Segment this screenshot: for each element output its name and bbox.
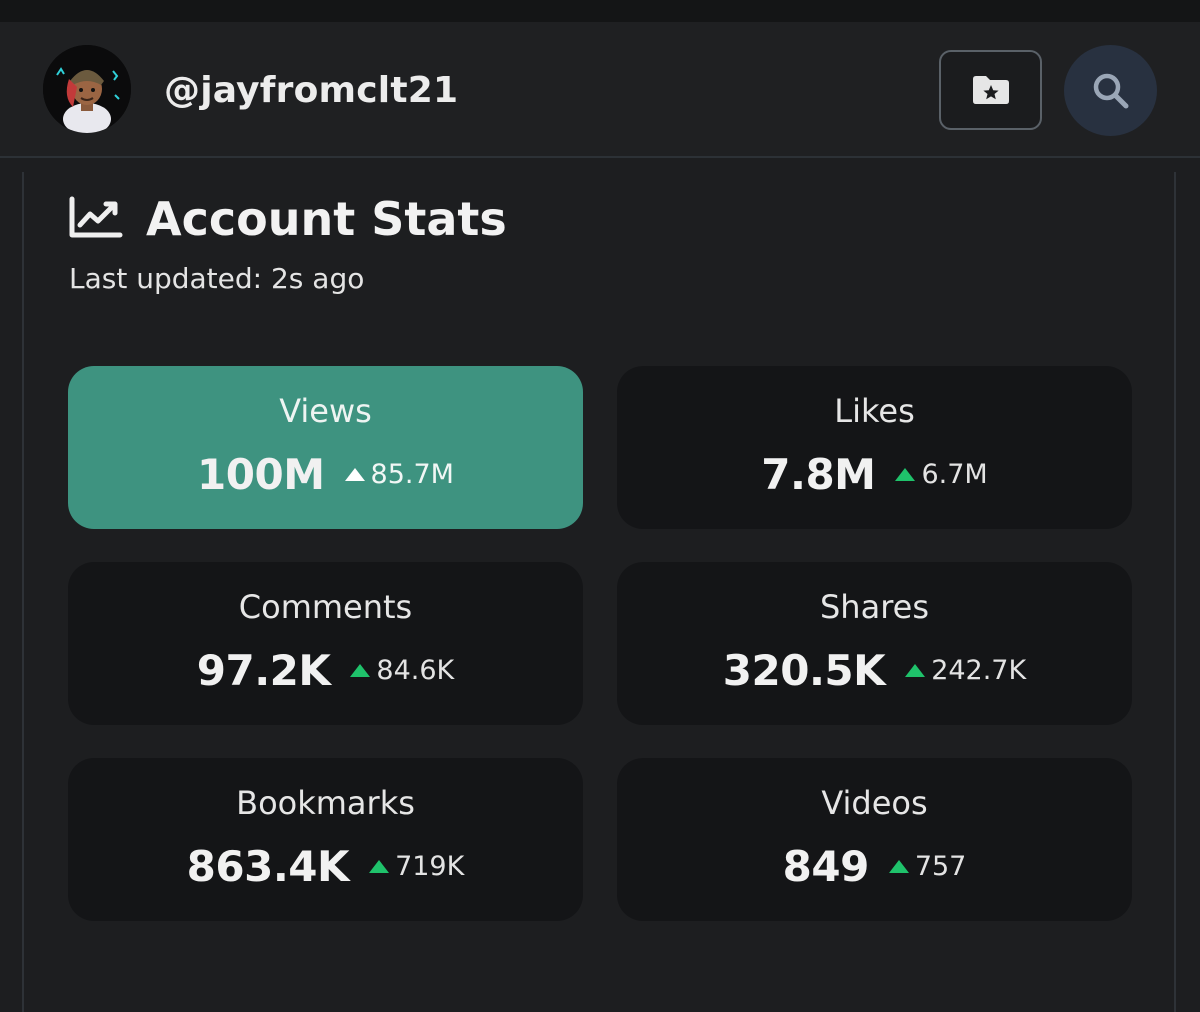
stat-label: Likes [834, 392, 915, 430]
trend-up-icon [350, 663, 371, 677]
stat-delta: 85.7M [370, 458, 454, 490]
folder-star-icon [972, 76, 1009, 104]
trend-up-icon [905, 663, 926, 677]
stat-label: Bookmarks [236, 784, 415, 822]
page-title: Account Stats [146, 192, 507, 246]
stat-delta: 84.6K [376, 654, 455, 686]
stat-label: Videos [821, 784, 928, 822]
stat-value: 7.8M [761, 449, 876, 499]
username: @jayfromclt21 [164, 70, 459, 111]
search-icon [1093, 73, 1128, 108]
stat-label: Comments [238, 588, 413, 626]
stat-delta: 719K [395, 850, 465, 882]
last-updated-text: Last updated: 2s ago [69, 262, 365, 295]
stat-label: Shares [819, 588, 929, 626]
stat-label: Views [279, 392, 372, 430]
trend-up-icon [888, 859, 909, 873]
avatar[interactable] [43, 45, 131, 133]
avatar-image [43, 45, 131, 133]
stat-value: 863.4K [186, 841, 350, 891]
stat-card-comments[interactable]: Comments 97.2K 84.6K [68, 562, 583, 725]
trend-up-icon [369, 859, 390, 873]
chart-line-icon [69, 196, 123, 238]
trend-up-icon [344, 467, 365, 481]
trend-up-icon [895, 467, 916, 481]
stat-delta: 757 [914, 850, 967, 882]
stat-value: 849 [782, 841, 870, 891]
stat-card-bookmarks[interactable]: Bookmarks 863.4K 719K [68, 758, 583, 921]
status-strip [0, 0, 1200, 22]
stat-value: 100M [197, 449, 325, 499]
stat-value: 320.5K [722, 645, 886, 695]
stat-value: 97.2K [196, 645, 331, 695]
bookmarks-folder-button[interactable] [939, 50, 1042, 130]
stat-delta: 6.7M [921, 458, 988, 490]
stat-delta: 242.7K [931, 654, 1027, 686]
search-button[interactable] [1064, 45, 1157, 136]
stat-card-shares[interactable]: Shares 320.5K 242.7K [617, 562, 1132, 725]
stat-card-likes[interactable]: Likes 7.8M 6.7M [617, 366, 1132, 529]
stat-card-videos[interactable]: Videos 849 757 [617, 758, 1132, 921]
stat-card-views[interactable]: Views 100M 85.7M [68, 366, 583, 529]
